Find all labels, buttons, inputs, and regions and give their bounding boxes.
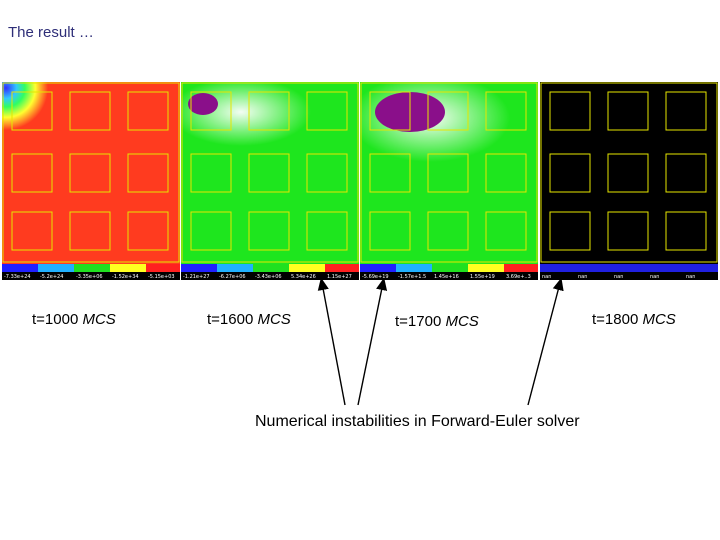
colorbar-ticks: -7.33e+24 -5.2e+24 -3.35e+06 -1.52e+34 -5.15… — [4, 274, 175, 280]
cell-outline — [665, 211, 707, 251]
panel-label-2: t=1600 MCS — [207, 311, 291, 328]
cell-outline — [69, 211, 111, 251]
colorbar-tick-label: -5.2e+24 — [40, 274, 63, 280]
panel-label-4: t=1800 MCS — [592, 311, 676, 328]
cell-grid — [181, 82, 359, 263]
cell-outline — [248, 153, 290, 193]
domain-border — [2, 82, 180, 263]
field-plot-3: -5.69e+19 -1.57e+1.5 1.45e+16 1.55e+19 3.69e… — [360, 82, 538, 280]
cell-outline — [190, 211, 232, 251]
field-plot-4: nan nan nan nan nan — [540, 82, 718, 280]
colorbar — [181, 264, 359, 280]
colorbar-ticks: nan nan nan nan nan — [542, 274, 695, 280]
cell-outline — [127, 153, 169, 193]
cell-outline — [369, 153, 411, 193]
colorbar-tick-label: nan — [686, 274, 695, 280]
cell-outline — [485, 153, 527, 193]
cell-outline — [607, 153, 649, 193]
cell-outline — [369, 211, 411, 251]
source-gradient — [2, 82, 52, 132]
cell-outline — [369, 91, 411, 131]
colorbar-tick-label: -3.35e+06 — [76, 274, 103, 280]
colorbar-tick-label: 1.15e+27 — [327, 274, 352, 280]
cell-outline — [607, 211, 649, 251]
colorbar-tick-label: nan — [650, 274, 659, 280]
cell-outline — [427, 211, 469, 251]
slide-title: The result … — [8, 24, 94, 41]
colorbar-tick-label: -7.33e+24 — [4, 274, 31, 280]
colorbar-tick-label: -1.57e+1.5 — [398, 274, 426, 280]
cell-outline — [69, 153, 111, 193]
panel-label-3: t=1700 MCS — [395, 313, 479, 330]
simulation-panel-2: -1.21e+27 -6.27e+06 -3.43e+06 5.34e+26 1.15e… — [181, 82, 359, 280]
cell-outline — [485, 91, 527, 131]
colorbar-tick-label: -1.52e+34 — [112, 274, 139, 280]
cell-outline — [190, 91, 232, 131]
cell-outline — [11, 91, 53, 131]
cell-outline — [549, 211, 591, 251]
domain-border — [360, 82, 538, 263]
cell-outline — [69, 91, 111, 131]
cell-outline — [549, 91, 591, 131]
cell-outline — [665, 153, 707, 193]
colorbar — [540, 264, 718, 280]
simulation-panel-3: -5.69e+19 -1.57e+1.5 1.45e+16 1.55e+19 3.69e… — [360, 82, 538, 280]
cell-outline — [127, 211, 169, 251]
cell-outline — [607, 91, 649, 131]
cell-outline — [549, 153, 591, 193]
colorbar — [2, 264, 180, 280]
simulation-panel-4: nan nan nan nan nan — [540, 82, 718, 280]
cell-outline — [11, 211, 53, 251]
colorbar-tick-label: 1.45e+16 — [434, 274, 459, 280]
colorbar-tick-label: -5.15e+03 — [148, 274, 175, 280]
arrow-to-panel-4 — [527, 277, 564, 406]
cell-grid — [360, 82, 538, 263]
colorbar-tick-label: nan — [542, 274, 551, 280]
colorbar-tick-label: -3.43e+06 — [255, 274, 282, 280]
cell-grid — [2, 82, 180, 263]
cell-outline — [127, 91, 169, 131]
cell-outline — [665, 91, 707, 131]
colorbar-tick-label: nan — [578, 274, 587, 280]
field-plot-1: -7.33e+24 -5.2e+24 -3.35e+06 -1.52e+34 -5.15… — [2, 82, 180, 280]
field-plot-2: -1.21e+27 -6.27e+06 -3.43e+06 5.34e+26 1.15e… — [181, 82, 359, 280]
panel-label-1: t=1000 MCS — [32, 311, 116, 328]
cell-outline — [248, 91, 290, 131]
colorbar-tick-label: 1.55e+19 — [470, 274, 495, 280]
cell-outline — [485, 211, 527, 251]
cell-outline — [427, 91, 469, 131]
colorbar — [360, 264, 538, 280]
colorbar-ticks: -1.21e+27 -6.27e+06 -3.43e+06 5.34e+26 1.15e… — [183, 274, 352, 280]
colorbar-tick-label: -1.21e+27 — [183, 274, 210, 280]
instability-blob — [188, 93, 218, 115]
cell-outline — [11, 153, 53, 193]
cell-outline — [306, 153, 348, 193]
colorbar-tick-label: -5.69e+19 — [362, 274, 389, 280]
cell-outline — [306, 91, 348, 131]
arrow-to-panel-3 — [357, 277, 388, 406]
domain-border — [181, 82, 359, 263]
cell-grid — [540, 82, 718, 263]
arrow-to-panel-2 — [317, 277, 346, 406]
simulation-panel-1: -7.33e+24 -5.2e+24 -3.35e+06 -1.52e+34 -5.15… — [2, 82, 180, 280]
colorbar-ticks: -5.69e+19 -1.57e+1.5 1.45e+16 1.55e+19 3.69e… — [362, 274, 531, 280]
cell-outline — [306, 211, 348, 251]
cell-outline — [248, 211, 290, 251]
domain-border — [540, 82, 718, 263]
field-background — [540, 82, 718, 280]
instability-annotation: Numerical instabilities in Forward-Euler… — [255, 413, 580, 430]
colorbar-tick-label: -6.27e+06 — [219, 274, 246, 280]
colorbar-tick-label: nan — [614, 274, 623, 280]
colorbar-tick-label: 3.69e+..3 — [506, 274, 531, 280]
cell-outline — [427, 153, 469, 193]
colorbar-tick-label: 5.34e+26 — [291, 274, 316, 280]
cell-outline — [190, 153, 232, 193]
